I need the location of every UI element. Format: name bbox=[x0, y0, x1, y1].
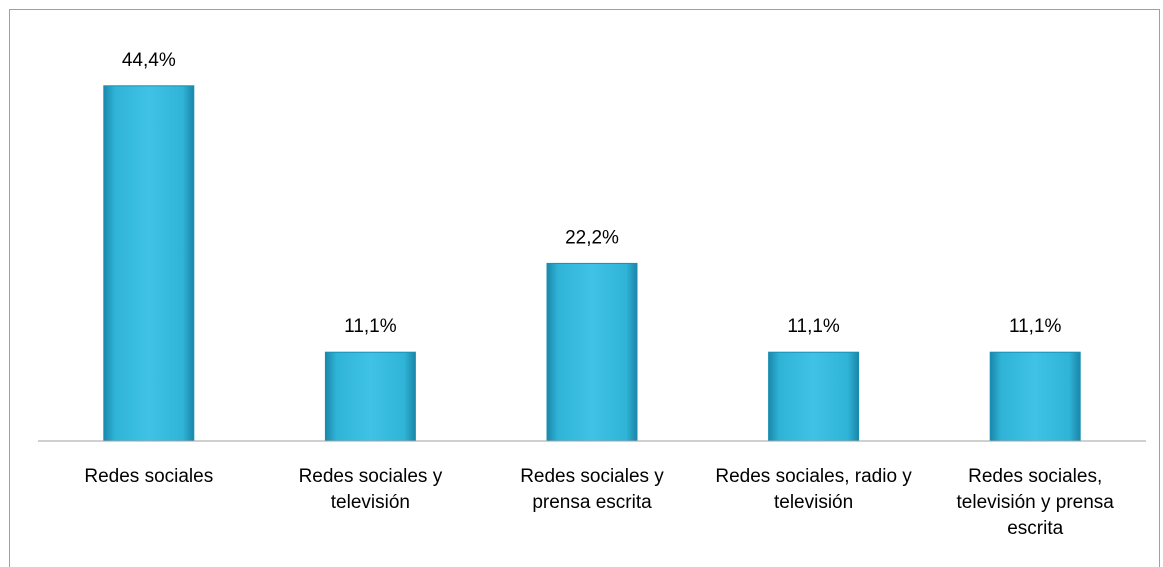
data-label: 22,2% bbox=[565, 227, 619, 248]
x-tick-label: Redes sociales, televisión y prensa escr… bbox=[956, 466, 1114, 539]
bar bbox=[103, 85, 195, 442]
x-tick-label: Redes sociales bbox=[84, 466, 214, 487]
data-label: 11,1% bbox=[344, 316, 397, 337]
bar bbox=[989, 351, 1081, 442]
x-tick-label: Redes sociales, radio y televisión bbox=[715, 466, 912, 513]
x-tick-label: Redes sociales y prensa escrita bbox=[520, 466, 664, 513]
bar bbox=[546, 262, 638, 442]
data-label: 44,4% bbox=[122, 50, 176, 71]
data-label: 11,1% bbox=[1009, 316, 1062, 337]
data-label: 11,1% bbox=[787, 316, 840, 337]
x-tick-label: Redes sociales y televisión bbox=[298, 466, 443, 513]
bar bbox=[324, 351, 416, 442]
bar bbox=[768, 351, 860, 442]
frame bbox=[9, 9, 1160, 567]
